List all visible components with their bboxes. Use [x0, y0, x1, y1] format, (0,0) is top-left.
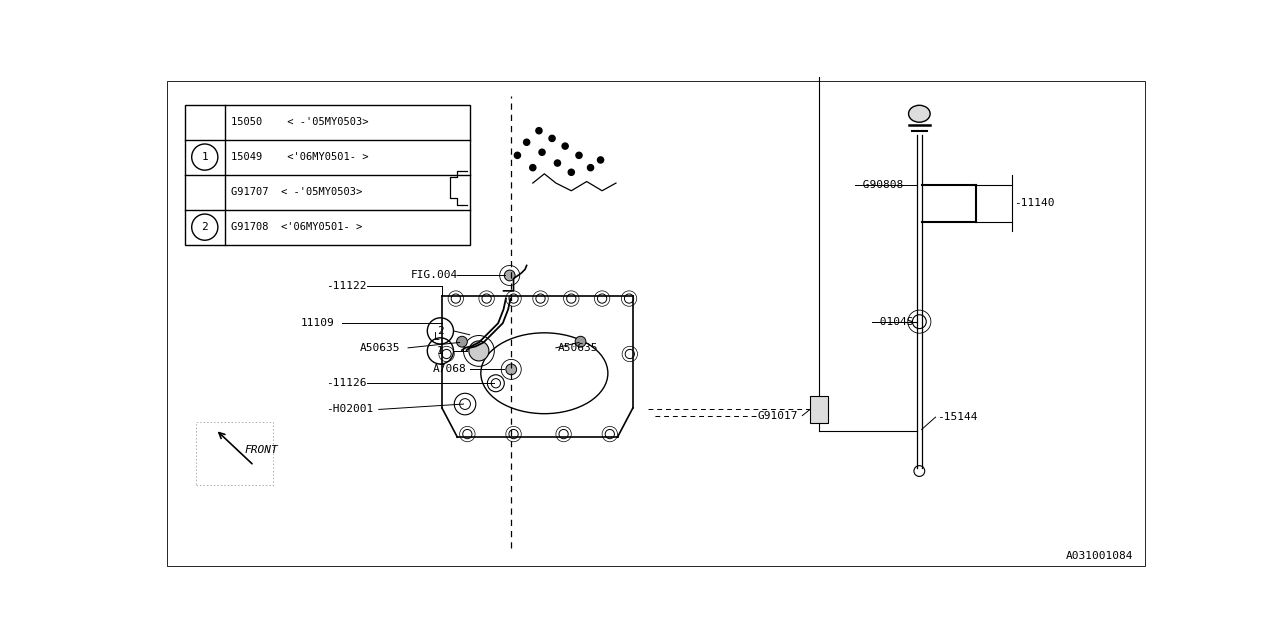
- Text: A50635: A50635: [558, 343, 598, 353]
- Text: G91707  < -'05MY0503>: G91707 < -'05MY0503>: [230, 187, 362, 197]
- Text: -11126: -11126: [326, 378, 367, 388]
- Circle shape: [625, 294, 634, 303]
- Text: FRONT: FRONT: [244, 445, 278, 455]
- Circle shape: [575, 336, 586, 347]
- Text: G91017: G91017: [758, 411, 799, 420]
- Text: 1: 1: [201, 152, 209, 162]
- Text: -0104S: -0104S: [873, 317, 914, 326]
- Text: FIG.004: FIG.004: [411, 271, 458, 280]
- Ellipse shape: [909, 106, 931, 122]
- Circle shape: [549, 135, 556, 141]
- Text: -11122: -11122: [326, 281, 367, 291]
- Circle shape: [457, 336, 467, 347]
- Circle shape: [530, 164, 536, 171]
- Circle shape: [568, 169, 575, 175]
- Text: A031001084: A031001084: [1066, 551, 1133, 561]
- Text: -15144: -15144: [937, 412, 978, 422]
- Circle shape: [536, 127, 541, 134]
- Circle shape: [559, 429, 568, 438]
- Text: 2: 2: [201, 222, 209, 232]
- Circle shape: [576, 152, 582, 159]
- Circle shape: [468, 341, 489, 361]
- Text: 15050    < -'05MY0503>: 15050 < -'05MY0503>: [230, 117, 369, 127]
- Text: A50635: A50635: [360, 343, 401, 353]
- Circle shape: [524, 139, 530, 145]
- Circle shape: [506, 364, 517, 375]
- Text: L: L: [434, 332, 440, 342]
- Text: 2: 2: [436, 326, 444, 336]
- Circle shape: [509, 429, 518, 438]
- Circle shape: [598, 294, 607, 303]
- Text: G91708  <'06MY0501- >: G91708 <'06MY0501- >: [230, 222, 362, 232]
- Circle shape: [463, 429, 472, 438]
- Circle shape: [539, 149, 545, 156]
- Text: 1: 1: [436, 346, 444, 356]
- Circle shape: [460, 399, 471, 410]
- Circle shape: [515, 152, 521, 159]
- Circle shape: [625, 349, 635, 358]
- Circle shape: [442, 349, 451, 358]
- Circle shape: [451, 294, 461, 303]
- Circle shape: [588, 164, 594, 171]
- Text: -H02001: -H02001: [326, 404, 374, 415]
- Circle shape: [605, 429, 614, 438]
- Text: A7068: A7068: [433, 364, 466, 374]
- Circle shape: [554, 160, 561, 166]
- Circle shape: [536, 294, 545, 303]
- Text: -G90808: -G90808: [856, 180, 904, 189]
- Bar: [184, 104, 470, 244]
- Circle shape: [483, 294, 492, 303]
- Circle shape: [509, 294, 518, 303]
- Bar: [810, 396, 828, 423]
- Circle shape: [504, 270, 515, 281]
- Text: -11140: -11140: [1014, 198, 1055, 208]
- Circle shape: [567, 294, 576, 303]
- Circle shape: [598, 157, 604, 163]
- Text: 15049    <'06MY0501- >: 15049 <'06MY0501- >: [230, 152, 369, 162]
- Circle shape: [492, 379, 500, 388]
- Text: 11109: 11109: [301, 318, 334, 328]
- Circle shape: [562, 143, 568, 149]
